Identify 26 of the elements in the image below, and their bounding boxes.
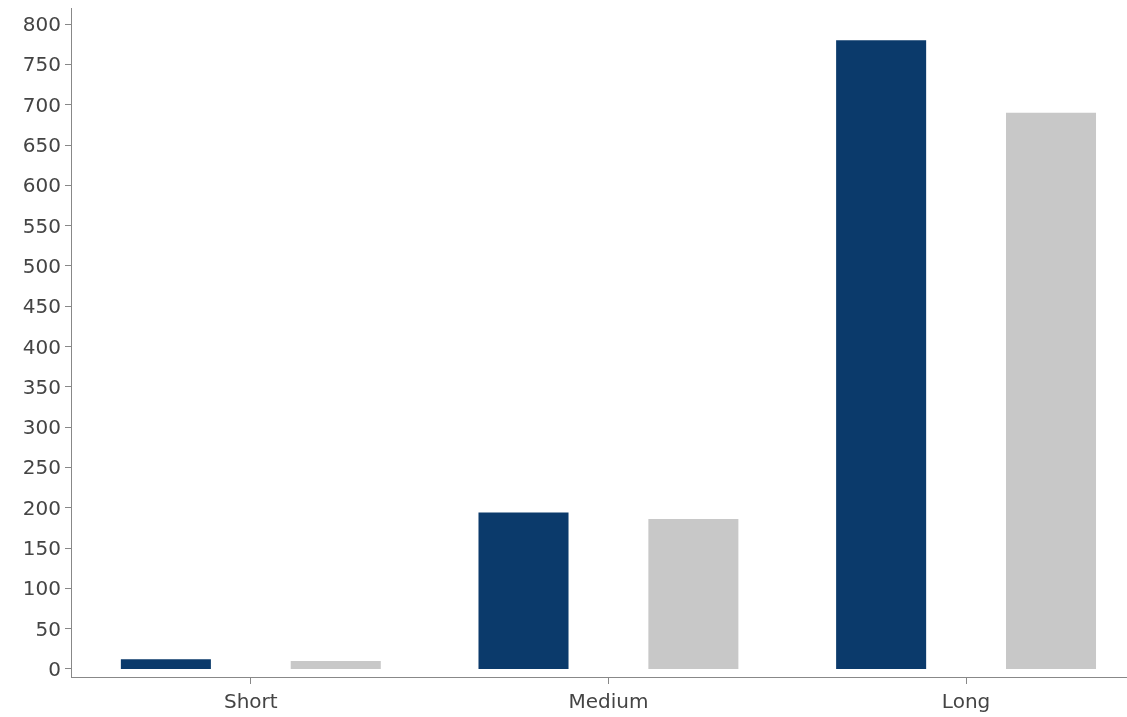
y-tick-label: 600 xyxy=(22,173,61,198)
y-tick-label: 350 xyxy=(22,374,61,399)
bar xyxy=(836,40,927,669)
y-tick-label: 50 xyxy=(35,616,61,641)
y-tick-label: 450 xyxy=(22,294,61,319)
y-tick-label: 800 xyxy=(22,12,61,37)
y-tick-label: 500 xyxy=(22,253,61,278)
x-tick-label: Medium xyxy=(568,689,649,713)
bar xyxy=(648,519,739,669)
y-tick-label: 400 xyxy=(22,334,61,359)
y-tick-label: 150 xyxy=(22,536,61,561)
y-tick-label: 100 xyxy=(22,576,61,601)
y-tick-label: 300 xyxy=(22,415,61,440)
x-tick-label: Long xyxy=(941,689,991,713)
bar xyxy=(1005,112,1097,669)
bar xyxy=(290,660,381,669)
y-tick-label: 200 xyxy=(22,495,61,520)
y-tick-label: 700 xyxy=(22,92,61,117)
y-tick-label: 750 xyxy=(22,52,61,77)
y-tick-label: 250 xyxy=(22,455,61,480)
bar xyxy=(478,512,569,669)
y-tick-label: 550 xyxy=(22,213,61,238)
y-tick-label: 0 xyxy=(48,656,61,681)
bar xyxy=(120,659,211,669)
y-tick-label: 650 xyxy=(22,133,61,158)
x-tick-label: Short xyxy=(223,689,278,713)
